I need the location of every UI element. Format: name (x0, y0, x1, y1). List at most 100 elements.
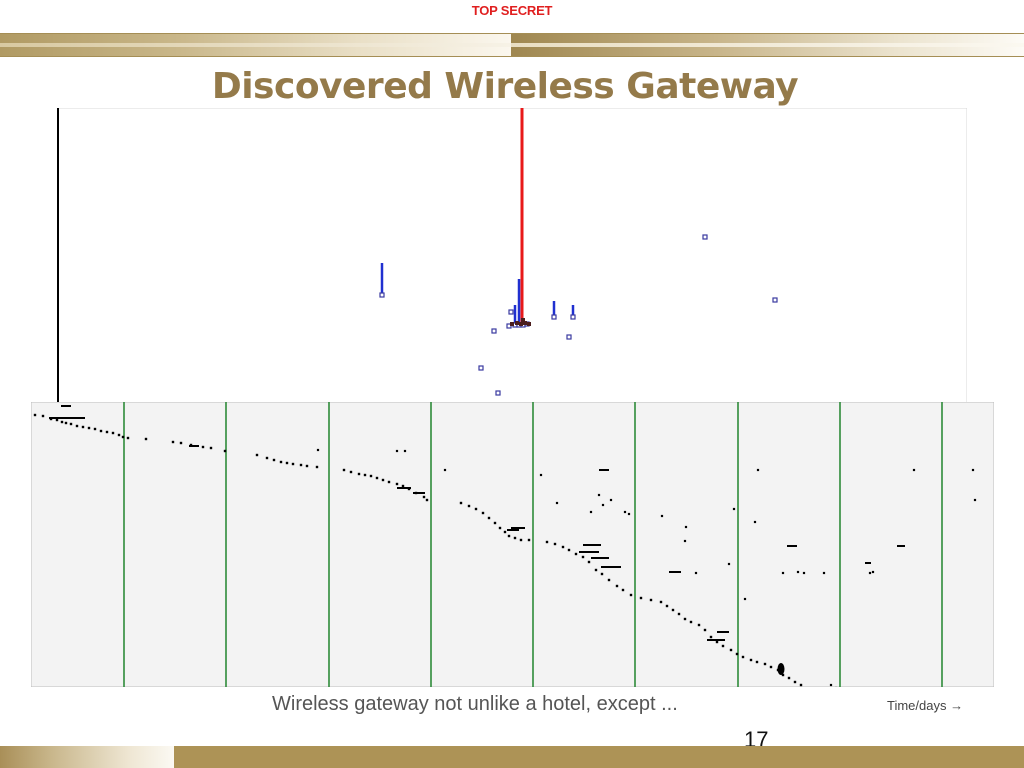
activity-cluster (777, 663, 785, 675)
upper-chart-background (57, 108, 967, 403)
trail-point (299, 463, 303, 467)
trail-point (349, 470, 353, 474)
trail-point (117, 433, 121, 437)
data-marker (379, 292, 385, 298)
trail-point (279, 460, 283, 464)
data-marker (508, 309, 514, 315)
sparse-point (743, 597, 747, 601)
sparse-point (683, 539, 687, 543)
cluster-marker (519, 322, 523, 326)
trail-point (567, 548, 571, 552)
classification-banner: TOP SECRET (471, 3, 553, 18)
activity-dash (189, 445, 199, 447)
sparse-point (753, 520, 757, 524)
trail-point (735, 652, 739, 656)
footer-bar-left (0, 746, 174, 768)
header-bar-left (0, 33, 511, 57)
trail-point (375, 476, 379, 480)
sparse-point (829, 683, 833, 687)
trail-point (285, 461, 289, 465)
trail-point (749, 658, 753, 662)
trail-point (615, 584, 619, 588)
trail-point (587, 560, 591, 564)
day-timeline-chart (31, 402, 994, 687)
activity-dash (669, 571, 681, 573)
trail-point (594, 568, 598, 572)
trail-point (799, 683, 803, 687)
sparse-point (539, 473, 543, 477)
activity-dash (397, 487, 411, 489)
sparse-point (912, 468, 916, 472)
sparse-point (443, 468, 447, 472)
trail-point (487, 516, 491, 520)
trail-point (93, 427, 97, 431)
activity-dash (49, 417, 85, 419)
data-marker (478, 365, 484, 371)
activity-dash (865, 562, 871, 564)
trail-point (474, 507, 478, 511)
trail-point (721, 644, 725, 648)
trail-point (381, 478, 385, 482)
trail-point (703, 628, 707, 632)
trail-point (649, 598, 653, 602)
data-marker (551, 314, 557, 320)
x-axis-label: Time/days → (887, 698, 964, 713)
trail-point (553, 542, 557, 546)
trail-point (729, 648, 733, 652)
trail-point (425, 498, 429, 502)
trail-point (305, 464, 309, 468)
activity-dash (897, 545, 905, 547)
footer-bar-right (174, 746, 1024, 768)
trail-point (105, 430, 109, 434)
data-marker (702, 234, 708, 240)
trail-point (507, 534, 511, 538)
trail-point (629, 593, 633, 597)
trail-point (793, 680, 797, 684)
trail-point (144, 437, 148, 441)
sparse-point (796, 570, 800, 574)
activity-dash (583, 544, 601, 546)
cluster-marker (510, 322, 514, 326)
sparse-point (623, 510, 627, 514)
cluster-marker (523, 321, 527, 325)
trail-point (755, 660, 759, 664)
cluster-marker (515, 321, 519, 325)
trail-point (671, 608, 675, 612)
data-marker (570, 314, 576, 320)
cluster-marker (521, 318, 525, 322)
trail-point (763, 662, 767, 666)
trail-point (639, 596, 643, 600)
trail-point (401, 484, 405, 488)
sparse-point (727, 562, 731, 566)
sparse-point (403, 449, 407, 453)
trail-point (395, 482, 399, 486)
cluster-marker (527, 322, 531, 326)
trail-point (87, 426, 91, 430)
header-bar-right (511, 33, 1024, 57)
sparse-point (871, 570, 875, 574)
activity-dash (599, 469, 609, 471)
trail-point (265, 456, 269, 460)
activity-dash (61, 405, 71, 407)
trail-point (459, 501, 463, 505)
trail-point (75, 424, 79, 428)
trail-point (545, 540, 549, 544)
sparse-point (684, 525, 688, 529)
trail-point (769, 665, 773, 669)
lower-chart-background (31, 402, 994, 687)
sparse-point (781, 571, 785, 575)
activity-dash (707, 639, 725, 641)
sparse-point (694, 571, 698, 575)
data-marker (491, 328, 497, 334)
trail-point (689, 620, 693, 624)
sparse-point (627, 512, 631, 516)
sparse-point (822, 571, 826, 575)
sparse-point (609, 498, 613, 502)
activity-dash (579, 551, 599, 553)
trail-point (171, 440, 175, 444)
trail-point (64, 421, 68, 425)
trail-point (223, 449, 227, 453)
trail-point (659, 600, 663, 604)
trail-point (683, 617, 687, 621)
trail-point (342, 468, 346, 472)
